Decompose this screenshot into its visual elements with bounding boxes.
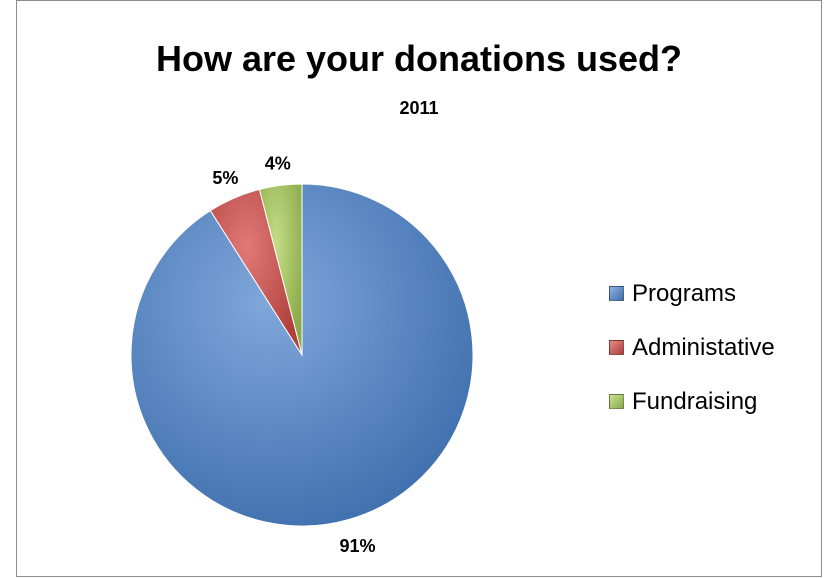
pie-slice-fundraising <box>258 183 303 356</box>
legend-item-fundraising: Fundraising <box>609 388 775 415</box>
data-label-fundraising: 4% <box>265 154 291 174</box>
legend-item-programs: Programs <box>609 280 775 307</box>
chart-area: How are your donations used? 2011 91% 5% 4… <box>16 0 822 577</box>
chart-subtitle: 2011 <box>399 98 439 118</box>
legend-label-programs: Programs <box>632 279 737 307</box>
pie-slice-programs <box>130 183 474 527</box>
pie-chart: 91% 5% 4% <box>130 154 474 556</box>
chart-legend: Programs Administative Fundraising <box>609 280 775 442</box>
legend-item-administative: Administative <box>609 334 775 361</box>
legend-label-administative: Administative <box>632 333 775 361</box>
chart-title: How are your donations used? <box>155 38 683 79</box>
legend-swatch-programs <box>609 286 624 301</box>
data-label-administative: 5% <box>212 168 238 188</box>
legend-label-fundraising: Fundraising <box>632 387 758 415</box>
legend-swatch-fundraising <box>609 394 624 409</box>
legend-swatch-administative <box>609 340 624 355</box>
data-label-programs: 91% <box>340 536 376 556</box>
